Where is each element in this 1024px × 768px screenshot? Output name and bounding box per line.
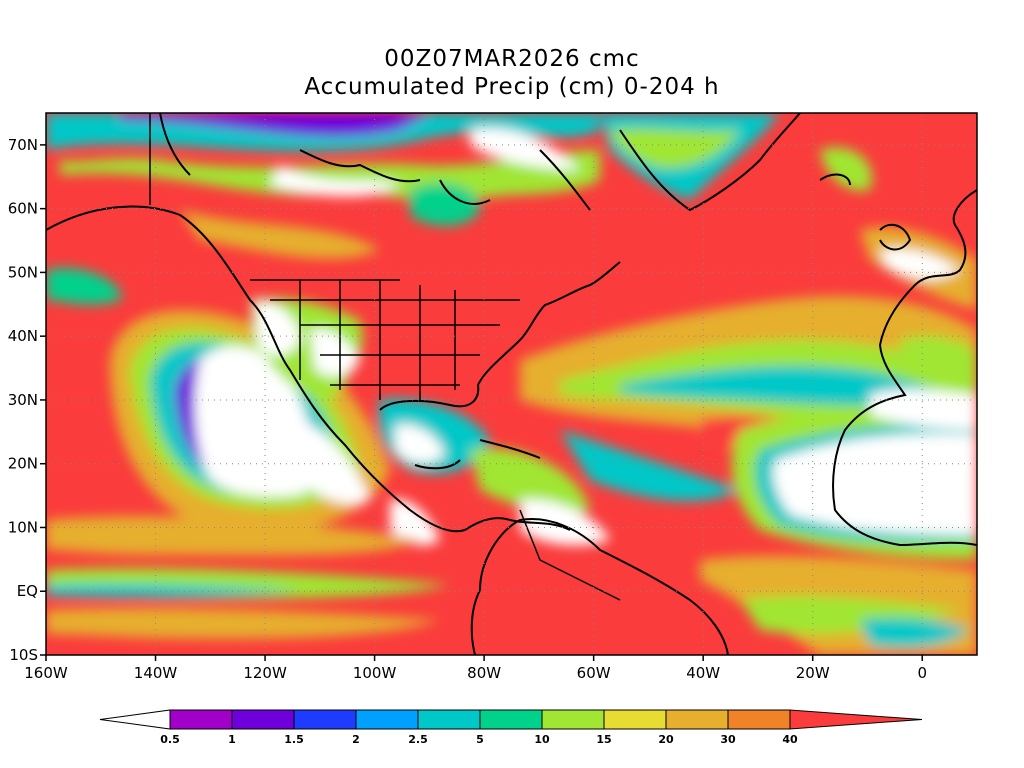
colorbar-swatch [665,709,729,730]
colorbar-level-label: 1 [228,733,236,746]
colorbar-over-triangle [789,709,923,730]
map-title-line2: Accumulated Precip (cm) 0-204 h [304,74,720,100]
colorbar-swatch [231,709,295,730]
colorbar-swatch [293,709,357,730]
lon-tick-label: 100W [353,664,397,682]
lon-tick-label: 160W [24,664,68,682]
lat-tick-label: 40N [8,327,38,345]
colorbar-swatch [169,709,233,730]
colorbar-level-label: 40 [782,733,798,746]
lat-tick-label: 70N [8,136,38,154]
map-title-line1: 00Z07MAR2026 cmc [384,46,640,72]
lat-tick-label: 50N [8,263,38,281]
colorbar-swatch [603,709,667,730]
lon-tick-label: 140W [134,664,178,682]
lon-tick-label: 20W [796,664,830,682]
lon-tick-label: 40W [686,664,720,682]
colorbar-swatch [479,709,543,730]
colorbar-level-label: 5 [476,733,484,746]
colorbar-level-label: 1.5 [284,733,304,746]
colorbar-swatch [541,709,605,730]
lat-tick-label: 10S [9,646,38,664]
lon-tick-label: 80W [467,664,501,682]
colorbar-level-label: 0.5 [160,733,180,746]
lat-tick-label: EQ [17,582,38,600]
colorbar-swatch [417,709,481,730]
colorbar-level-label: 10 [534,733,550,746]
colorbar-swatch [727,709,791,730]
map-axes: 160W 140W 120W 100W 80W 60W 40W 20W 0 70N 60N 50N 40… [8,136,927,682]
lat-tick-label: 60N [8,200,38,218]
colorbar-level-label: 30 [720,733,736,746]
colorbar-under-triangle [99,709,171,730]
lat-tick-label: 30N [8,391,38,409]
lat-tick-label: 20N [8,455,38,473]
colorbar-level-label: 2.5 [408,733,428,746]
colorbar-level-label: 2 [352,733,360,746]
borders [149,113,621,601]
colorbar-level-label: 15 [596,733,611,746]
colorbar: 0.5 1 1.5 2 2.5 5 10 15 20 30 40 [99,709,923,746]
gridlines [46,113,977,655]
lat-tick-label: 10N [8,518,38,536]
lon-tick-label: 60W [577,664,611,682]
coastlines [46,113,977,655]
colorbar-swatch [355,709,419,730]
precip-field [46,113,977,655]
lon-tick-label: 120W [243,664,287,682]
map-frame [45,112,978,656]
colorbar-level-label: 20 [658,733,674,746]
lon-tick-label: 0 [917,664,927,682]
